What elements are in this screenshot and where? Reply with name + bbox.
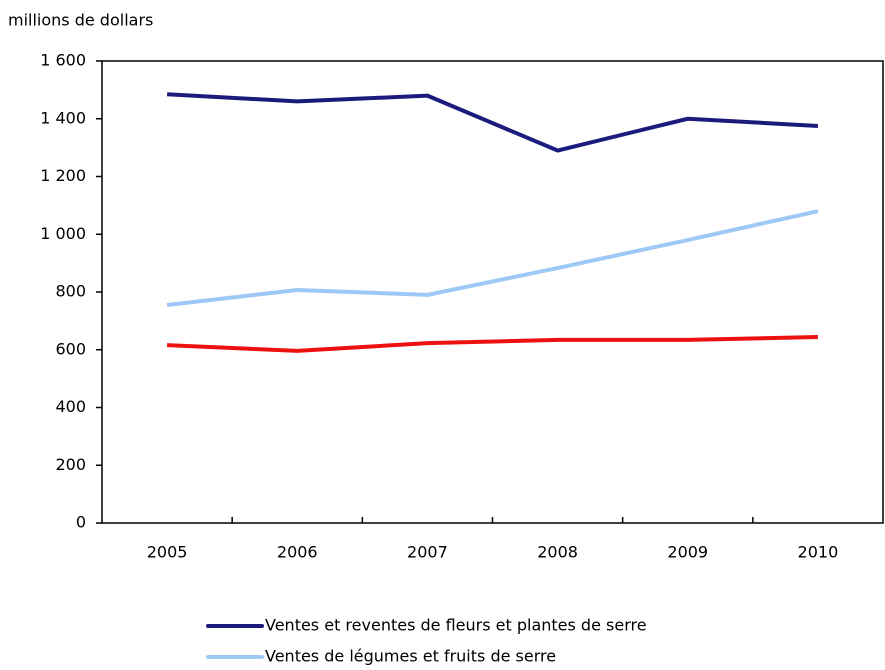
series-line [166, 335, 818, 353]
x-tick-label: 2006 [277, 543, 318, 562]
x-tick-label: 2007 [407, 543, 448, 562]
series-line [166, 92, 819, 153]
y-tick-label: 1 200 [40, 166, 86, 185]
y-axis-label: millions de dollars [8, 11, 153, 30]
y-tick-label: 1 400 [40, 108, 86, 127]
x-tick-label: 2008 [537, 543, 578, 562]
x-tick-label: 2005 [147, 543, 188, 562]
x-tick-label: 2010 [798, 543, 839, 562]
y-tick-label: 200 [55, 455, 86, 474]
y-tick-label: 400 [55, 397, 86, 416]
y-tick-label: 1 000 [40, 224, 86, 243]
y-tick-label: 600 [55, 339, 86, 358]
legend-label: Ventes et reventes de fleurs et plantes … [265, 616, 647, 635]
y-tick-label: 0 [76, 513, 86, 532]
series-line [166, 209, 819, 307]
plot-frame [101, 60, 884, 524]
x-tick-label: 2009 [667, 543, 708, 562]
y-tick-label: 800 [55, 282, 86, 301]
y-tick-label: 1 600 [40, 51, 86, 70]
legend-label: Ventes de légumes et fruits de serre [265, 647, 556, 666]
